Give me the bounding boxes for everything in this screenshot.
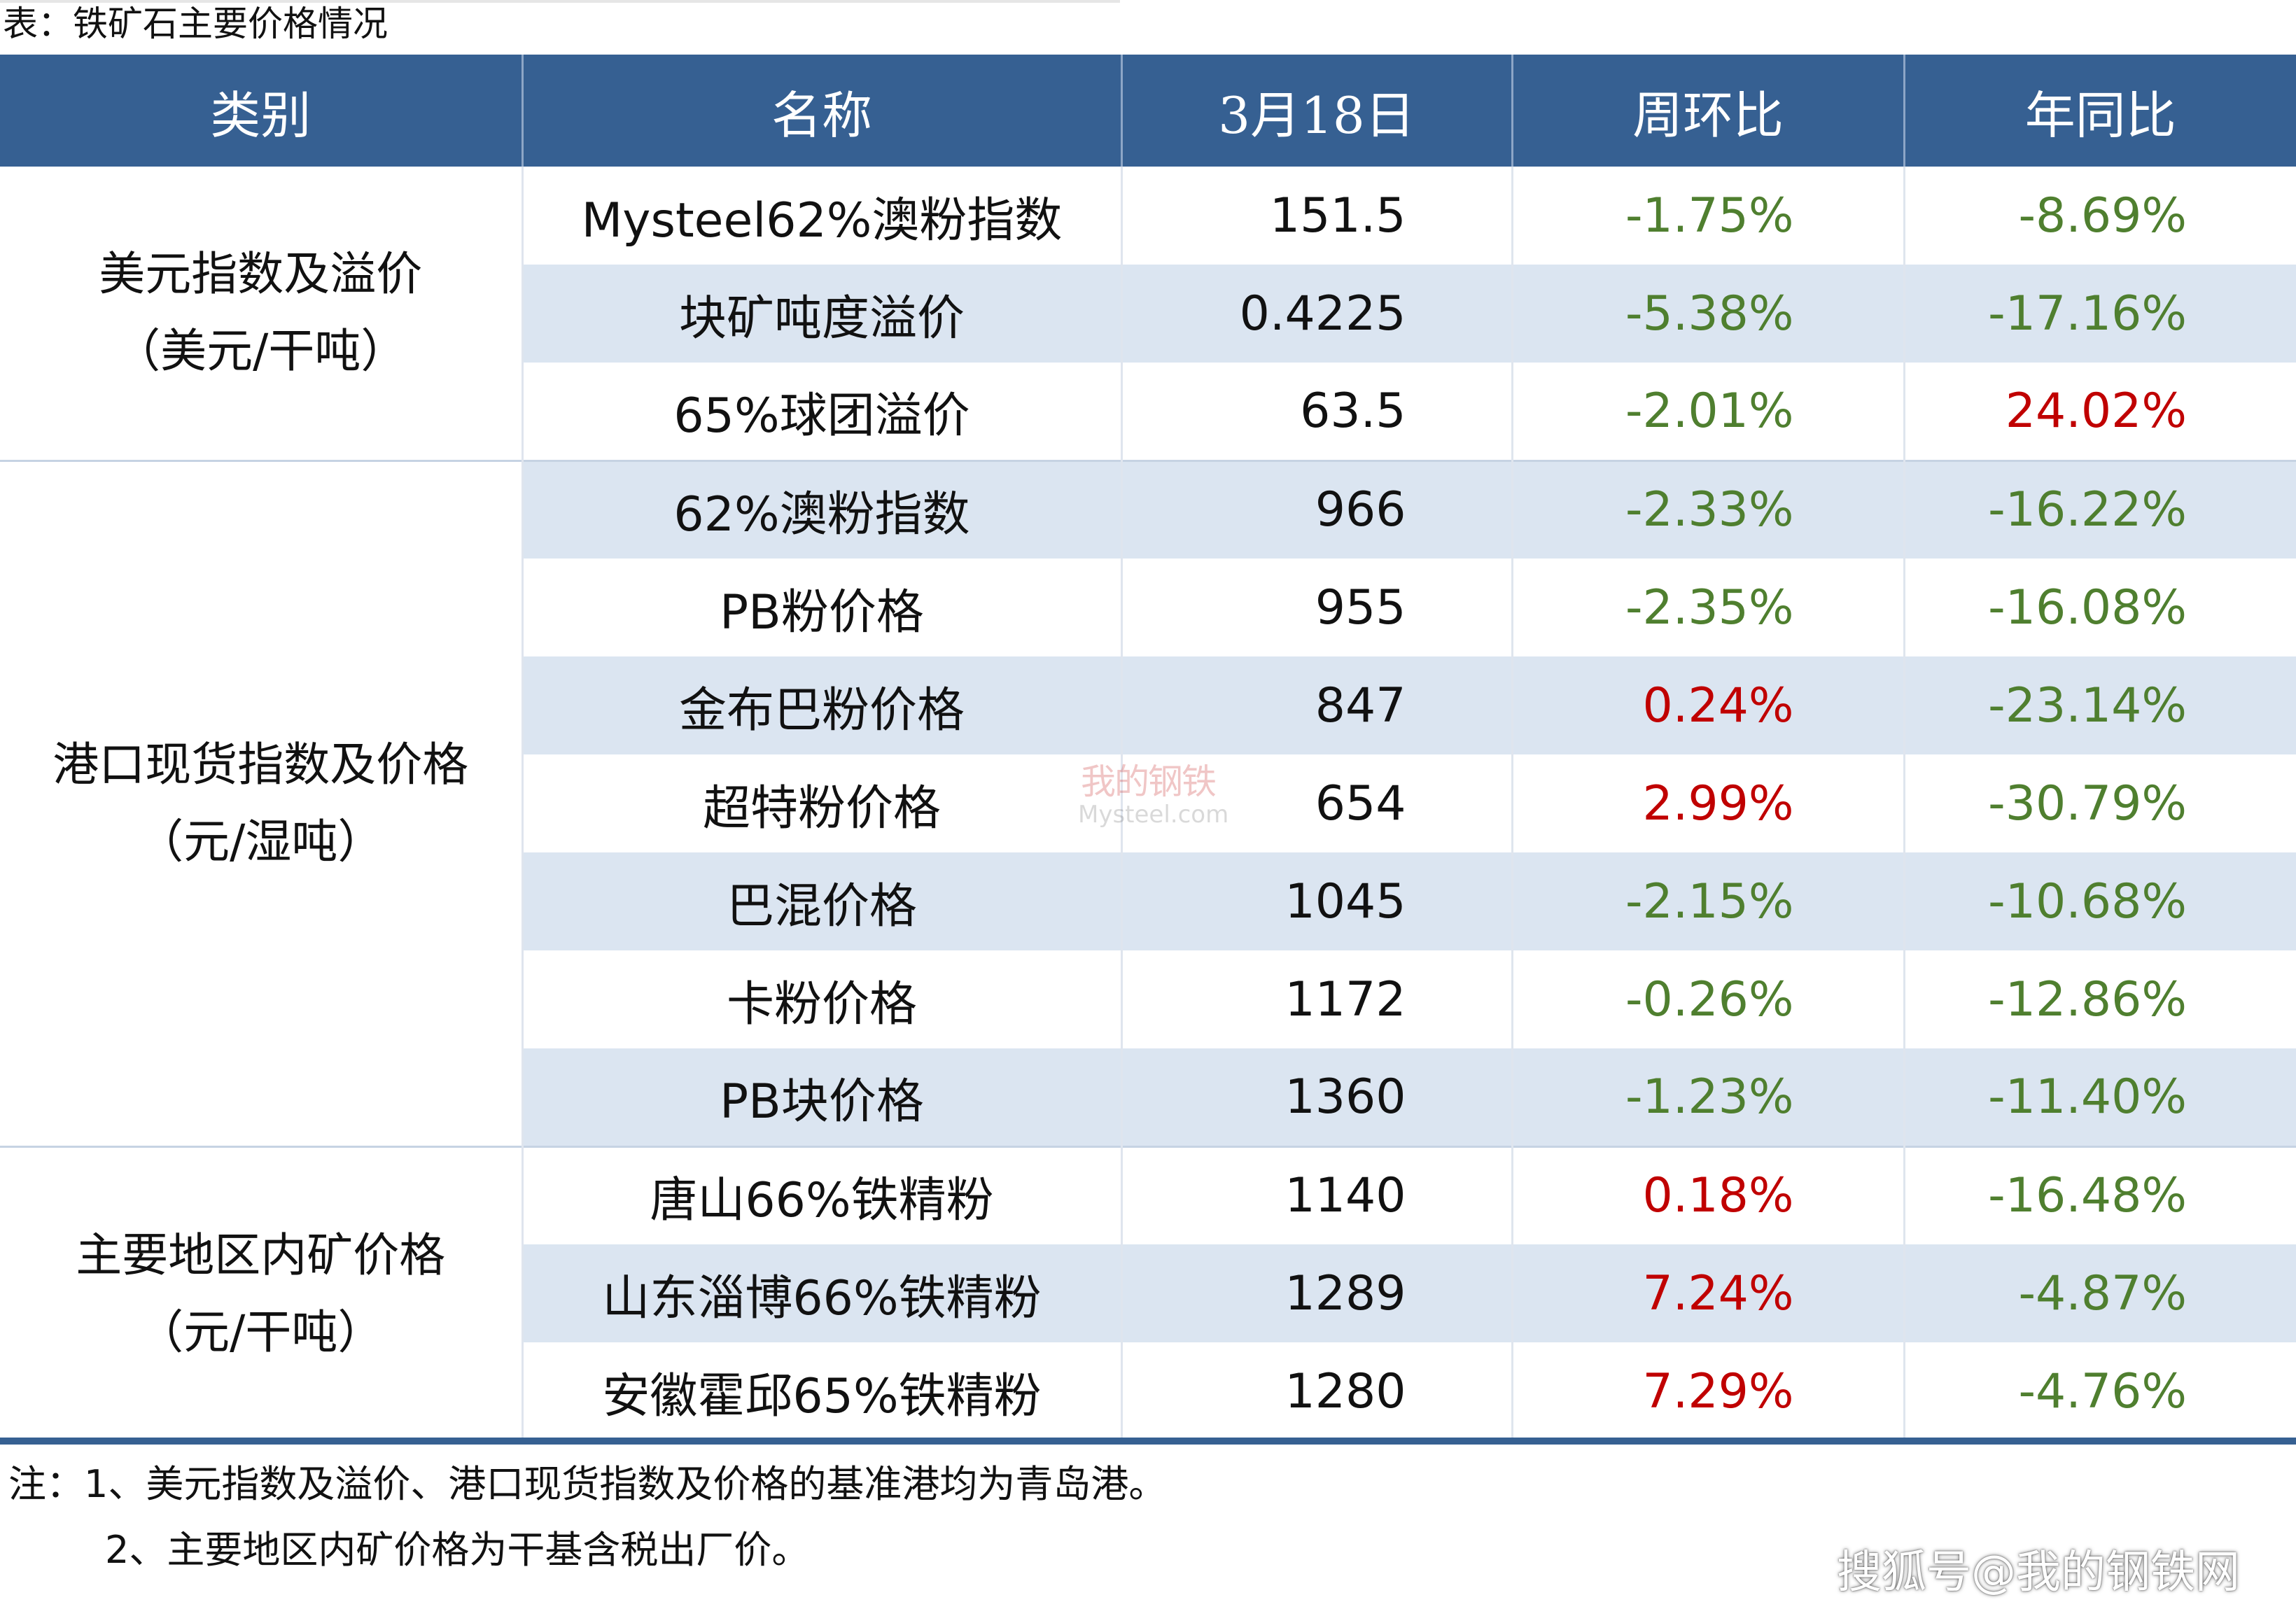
product-name: 巴混价格 [521, 852, 1121, 950]
price-value: 1045 [1120, 852, 1512, 950]
price-value: 847 [1120, 656, 1512, 754]
category-cell: 美元指数及溢价 （美元/干吨） [0, 167, 522, 461]
week-change: -1.75% [1511, 167, 1904, 265]
table-title: 表：铁矿石主要价格情况 [3, 3, 388, 44]
week-change: 7.24% [1511, 1244, 1904, 1342]
week-change: 0.24% [1511, 656, 1904, 754]
product-name: PB块价格 [521, 1048, 1121, 1146]
price-value: 63.5 [1120, 363, 1512, 461]
price-table: 类别 名称 3月18日 周环比 年同比 美元指数及溢价 （美元/干吨） Mystee… [0, 55, 2296, 1440]
note-line-1: 注：1、美元指数及溢价、港口现货指数及价格的基准港均为青岛港。 [8, 1462, 1167, 1506]
header-wow: 周环比 [1511, 55, 1904, 167]
product-name: 卡粉价格 [521, 950, 1121, 1048]
table-row: 巴混价格 1045 -2.15% -10.68% [0, 852, 2296, 950]
product-name: Mysteel62%澳粉指数 [521, 167, 1121, 265]
watermark-cn: 我的钢铁 [1081, 761, 1217, 802]
bottom-rule [0, 1438, 2296, 1445]
product-name: 超特粉价格 [521, 754, 1121, 852]
year-change: -12.86% [1903, 950, 2296, 1048]
table-row: 卡粉价格 1172 -0.26% -12.86% [0, 950, 2296, 1048]
price-value: 1280 [1120, 1342, 1512, 1440]
header-category: 类别 [210, 85, 312, 145]
category-label: 港口现货指数及价格 [52, 738, 469, 792]
week-change: -2.35% [1511, 558, 1904, 656]
category-cell: 港口现货指数及价格 （元/湿吨） [0, 459, 522, 1146]
product-name: 金布巴粉价格 [521, 656, 1121, 754]
week-change: 7.29% [1511, 1342, 1904, 1440]
week-change: -5.38% [1511, 265, 1904, 363]
year-change: -10.68% [1903, 852, 2296, 950]
table-row: 金布巴粉价格 847 0.24% -23.14% [0, 656, 2296, 754]
product-name: 65%球团溢价 [521, 363, 1121, 461]
header-date: 3月18日 [1120, 55, 1512, 167]
year-change: -30.79% [1903, 754, 2296, 852]
product-name: 安徽霍邱65%铁精粉 [521, 1342, 1121, 1440]
table-row: 美元指数及溢价 （美元/干吨） Mysteel62%澳粉指数 151.5 -1.75% -… [0, 167, 2296, 461]
year-change: -16.22% [1903, 459, 2296, 558]
table-row: 超特粉价格 654 2.99% -30.79% [0, 754, 2296, 852]
year-change: -16.08% [1903, 558, 2296, 656]
year-change: -8.69% [1903, 167, 2296, 265]
year-change: 24.02% [1903, 363, 2296, 461]
product-name: 块矿吨度溢价 [521, 265, 1121, 363]
header-row: 类别 名称 3月18日 周环比 年同比 [0, 55, 2296, 167]
table-row: 主要地区内矿价格 （元/干吨） 唐山66%铁精粉 1140 0.18% -16.48% [0, 1145, 2296, 1440]
year-change: -11.40% [1903, 1048, 2296, 1146]
note-line-2: 2、主要地区内矿价格为干基含税出厂价。 [105, 1528, 810, 1572]
week-change: -2.01% [1511, 363, 1904, 461]
category-unit: （元/湿吨） [137, 815, 384, 869]
table-row: PB粉价格 955 -2.35% -16.08% [0, 558, 2296, 656]
watermark-en: Mysteel.com [1078, 801, 1229, 829]
year-change: -17.16% [1903, 265, 2296, 363]
price-value: 654 [1120, 754, 1512, 852]
category-unit: （元/干吨） [137, 1305, 384, 1359]
table-row: 山东淄博66%铁精粉 1289 7.24% -4.87% [0, 1244, 2296, 1342]
price-value: 151.5 [1120, 167, 1512, 265]
category-label: 主要地区内矿价格 [76, 1228, 446, 1282]
product-name: 62%澳粉指数 [521, 459, 1121, 558]
price-value: 966 [1120, 459, 1512, 558]
week-change: 2.99% [1511, 754, 1904, 852]
year-change: -16.48% [1903, 1145, 2296, 1244]
header-name: 名称 [521, 55, 1121, 167]
table-row: 65%球团溢价 63.5 -2.01% 24.02% [0, 363, 2296, 461]
week-change: 0.18% [1511, 1145, 1904, 1244]
table-row: 港口现货指数及价格 （元/湿吨） 62%澳粉指数 966 -2.33% -16.22% [0, 459, 2296, 1146]
mysteel-watermark: 我的钢铁 Mysteel.com [1078, 761, 1229, 829]
price-value: 1140 [1120, 1145, 1512, 1244]
category-cell: 主要地区内矿价格 （元/干吨） [0, 1145, 522, 1440]
header-yoy: 年同比 [1903, 55, 2296, 167]
week-change: -0.26% [1511, 950, 1904, 1048]
price-value: 1360 [1120, 1048, 1512, 1146]
product-name: 唐山66%铁精粉 [521, 1145, 1121, 1244]
category-unit: （美元/干吨） [114, 324, 407, 379]
source-watermark: 搜狐号@我的钢铁网 [1837, 1547, 2240, 1599]
table-row: 块矿吨度溢价 0.4225 -5.38% -17.16% [0, 265, 2296, 363]
product-name: PB粉价格 [521, 558, 1121, 656]
table-row: 安徽霍邱65%铁精粉 1280 7.29% -4.76% [0, 1342, 2296, 1440]
year-change: -4.76% [1903, 1342, 2296, 1440]
table-body: 美元指数及溢价 （美元/干吨） Mysteel62%澳粉指数 151.5 -1.75% -… [0, 167, 2296, 1440]
price-value: 955 [1120, 558, 1512, 656]
price-value: 1289 [1120, 1244, 1512, 1342]
year-change: -4.87% [1903, 1244, 2296, 1342]
week-change: -2.15% [1511, 852, 1904, 950]
week-change: -2.33% [1511, 459, 1904, 558]
price-value: 1172 [1120, 950, 1512, 1048]
title-rule [0, 0, 1120, 3]
product-name: 山东淄博66%铁精粉 [521, 1244, 1121, 1342]
table-row: PB块价格 1360 -1.23% -11.40% [0, 1048, 2296, 1146]
price-value: 0.4225 [1120, 265, 1512, 363]
category-label: 美元指数及溢价 [99, 247, 423, 302]
week-change: -1.23% [1511, 1048, 1904, 1146]
year-change: -23.14% [1903, 656, 2296, 754]
